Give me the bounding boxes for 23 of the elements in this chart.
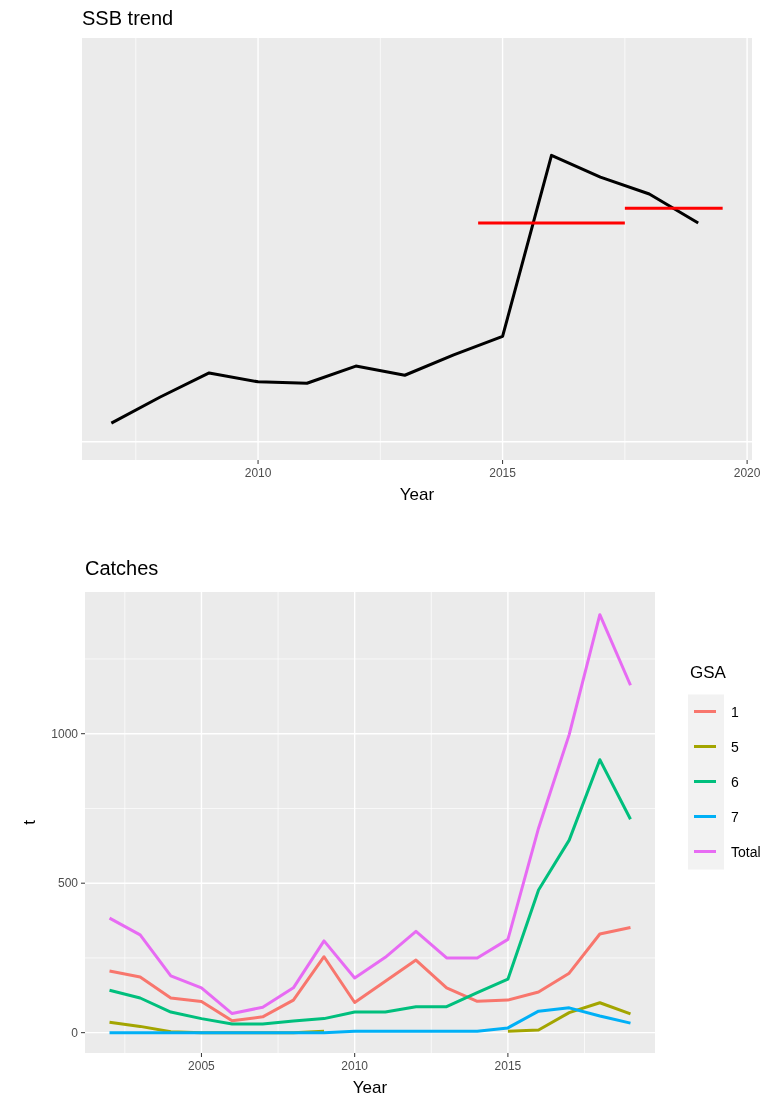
- legend-label: 1: [731, 703, 739, 720]
- x-tick-label: 2010: [244, 466, 272, 480]
- x-tick-label: 2020: [733, 466, 761, 480]
- y-axis-title: t: [20, 819, 39, 825]
- x-axis-title: Year: [399, 485, 435, 504]
- line-series: [108, 758, 632, 1026]
- x-tick-label: 2010: [341, 1059, 369, 1073]
- y-tick-label: 500: [57, 876, 79, 891]
- chart-title: SSB trend: [82, 7, 174, 29]
- y-tick-label: 0: [71, 1025, 79, 1040]
- line-series: [108, 613, 632, 1016]
- x-tick-label: 2005: [188, 1059, 216, 1073]
- x-tick-label: 2015: [489, 466, 517, 480]
- legend-label: 6: [731, 773, 739, 790]
- legend-title: GSA: [690, 662, 727, 682]
- legend-label: 5: [731, 738, 739, 755]
- legend-label: Total: [731, 843, 761, 860]
- x-tick-label: 2015: [494, 1059, 522, 1073]
- legend-label: 7: [731, 808, 739, 825]
- x-axis-title: Year: [352, 1078, 388, 1097]
- line-series: [108, 925, 632, 1023]
- y-tick-label: 1000: [51, 726, 79, 741]
- chart-title: Catches: [85, 557, 159, 579]
